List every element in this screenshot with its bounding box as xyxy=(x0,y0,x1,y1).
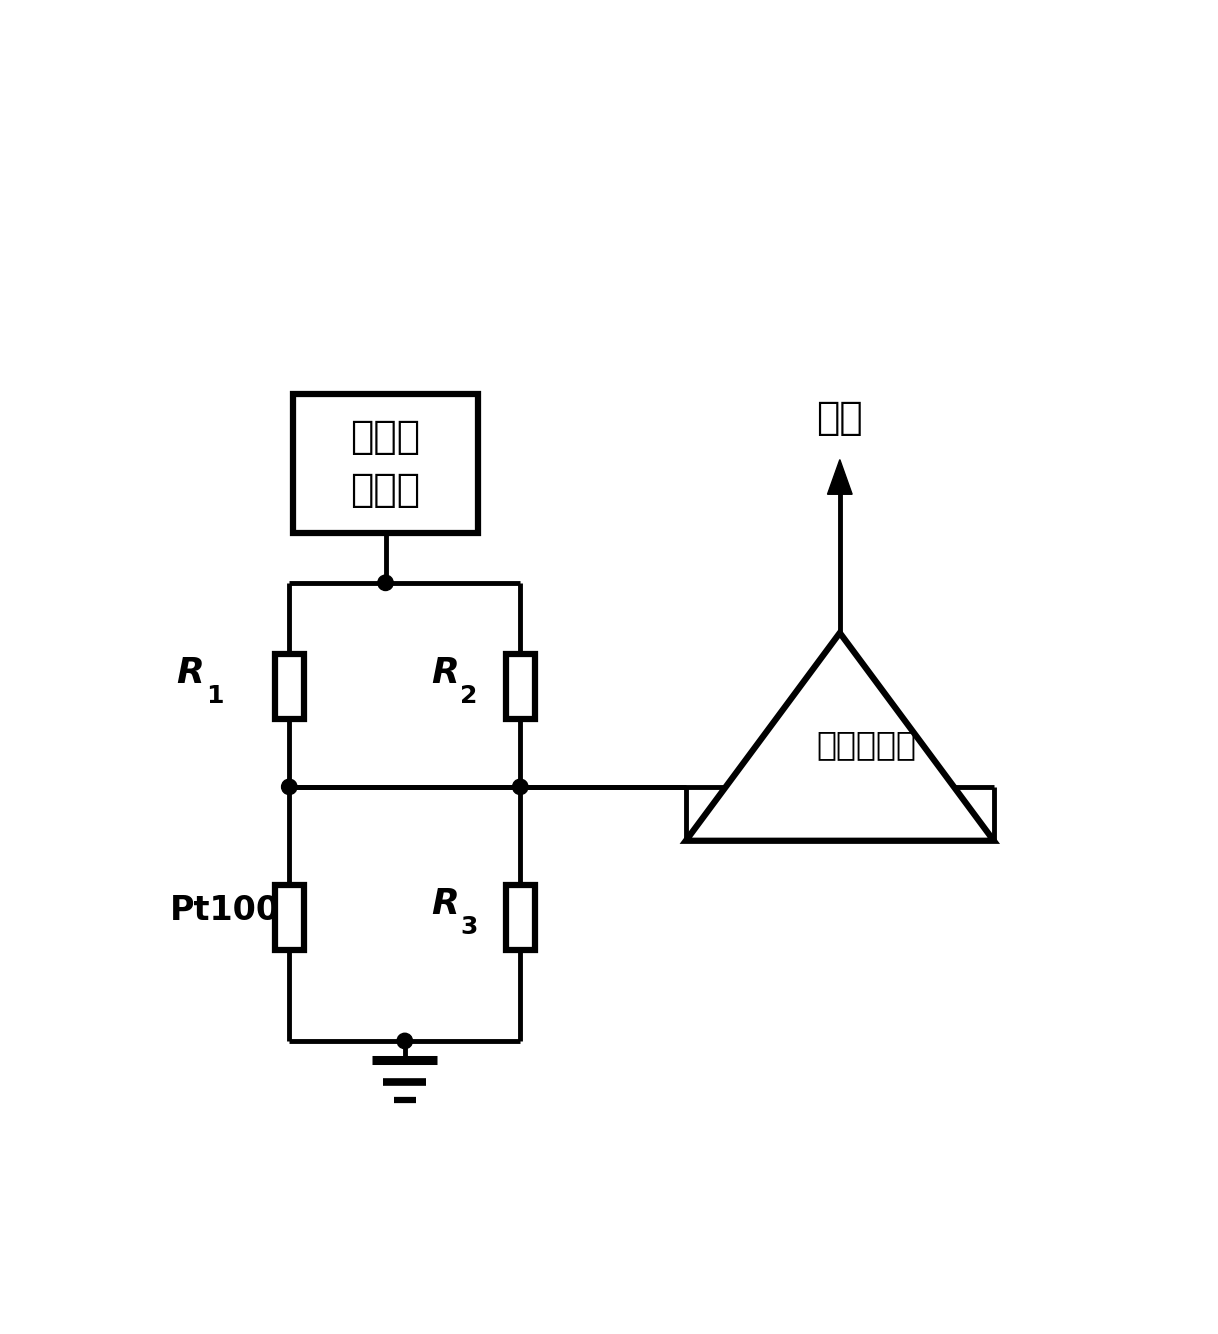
Text: 第二放大器: 第二放大器 xyxy=(817,728,917,760)
Circle shape xyxy=(281,779,297,795)
Text: 1: 1 xyxy=(206,684,224,708)
Bar xyxy=(505,886,535,950)
Bar xyxy=(274,886,304,950)
Circle shape xyxy=(378,575,393,591)
Text: R: R xyxy=(177,656,205,690)
Text: 电源参
考单元: 电源参 考单元 xyxy=(351,418,420,510)
Bar xyxy=(294,394,477,532)
Polygon shape xyxy=(686,632,994,840)
Bar xyxy=(274,655,304,719)
Text: R: R xyxy=(431,656,459,690)
Circle shape xyxy=(397,1034,413,1049)
Text: 输出: 输出 xyxy=(816,399,864,436)
Circle shape xyxy=(513,779,527,795)
Text: R: R xyxy=(431,887,459,920)
Bar xyxy=(505,655,535,719)
FancyArrow shape xyxy=(827,460,853,495)
Text: 2: 2 xyxy=(460,684,477,708)
Text: Pt100: Pt100 xyxy=(171,894,280,927)
Text: 3: 3 xyxy=(460,915,477,939)
